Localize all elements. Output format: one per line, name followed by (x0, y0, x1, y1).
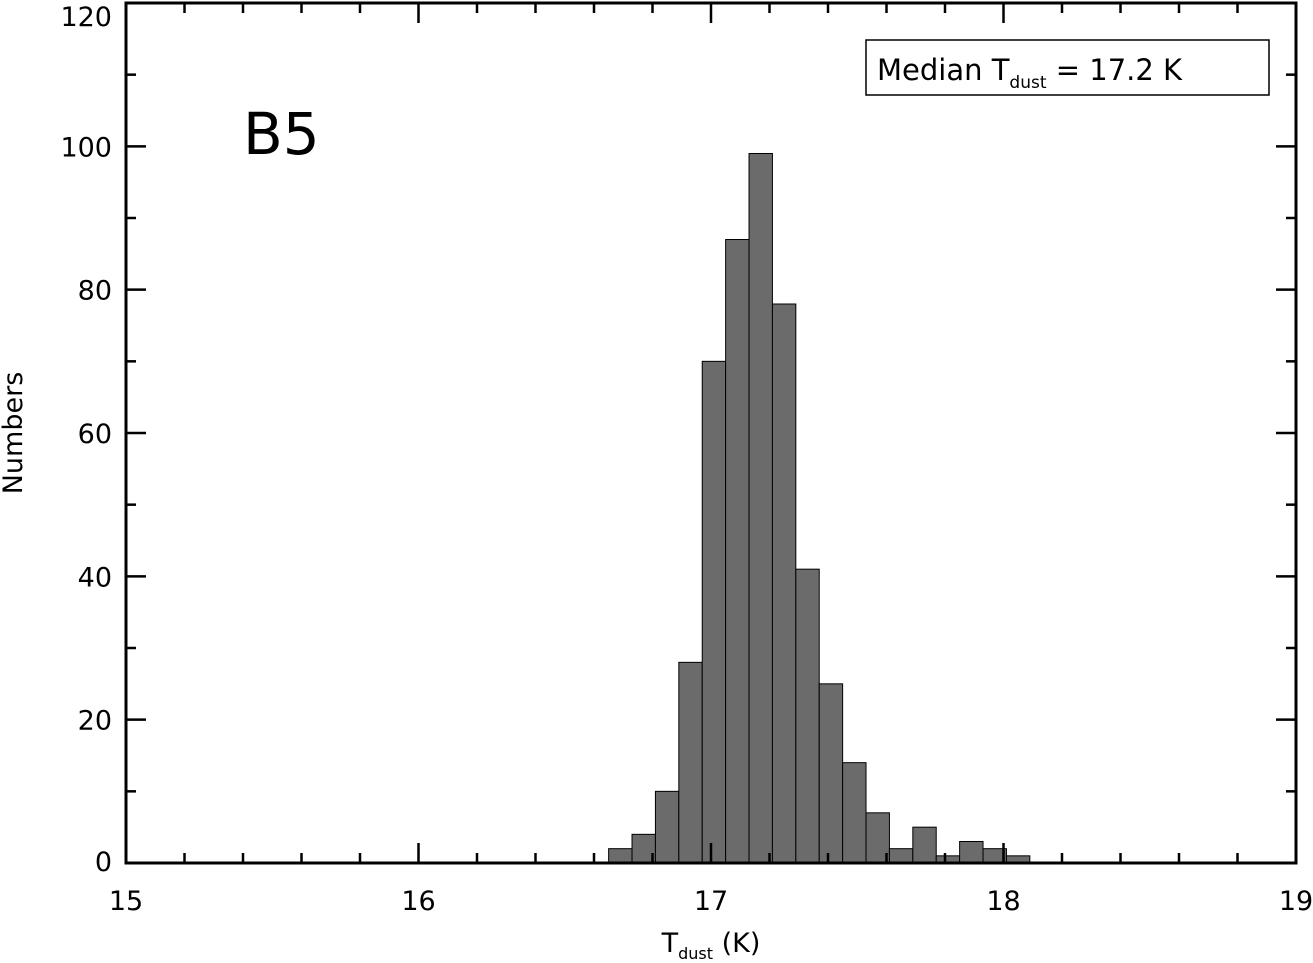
y-tick-label: 100 (60, 132, 112, 163)
x-axis-title-main: T (661, 928, 679, 959)
median-annotation-suffix: = 17.2 K (1047, 53, 1184, 87)
median-annotation-text: Median Tdust = 17.2 K (877, 53, 1183, 93)
y-tick-label: 120 (60, 2, 112, 33)
x-tick-label: 15 (109, 886, 143, 917)
x-axis-title-subscript: dust (678, 944, 713, 963)
histogram-bar (771, 303, 797, 864)
x-tick-label: 16 (401, 886, 435, 917)
x-tick-label: 19 (1279, 886, 1313, 917)
y-tick-label: 60 (78, 419, 112, 450)
histogram-bar (842, 762, 867, 864)
median-annotation-box (865, 39, 1270, 96)
x-tick-label: 17 (694, 886, 728, 917)
histogram-bar (678, 661, 703, 864)
histogram-bar (748, 153, 773, 864)
y-axis-title: Numbers (0, 372, 29, 495)
y-tick-labels: 0 20 40 60 80 100 120 (60, 2, 112, 878)
median-annotation: Median Tdust = 17.2 K (865, 39, 1270, 96)
histogram-bar (959, 841, 984, 864)
histogram-bar (912, 826, 937, 864)
histogram-bar (795, 568, 820, 864)
histogram-bar (818, 683, 844, 864)
median-annotation-subscript: dust (1009, 73, 1046, 93)
histogram-bar (888, 848, 914, 864)
histogram-bar (701, 360, 727, 864)
median-annotation-prefix: Median T (877, 53, 1010, 87)
panel-label: B5 (243, 100, 320, 168)
y-tick-label: 40 (78, 562, 112, 593)
y-tick-label: 20 (78, 706, 112, 737)
plot-frame (124, 1, 1298, 865)
x-axis-title-suffix: (K) (713, 928, 760, 959)
histogram-bar (654, 790, 680, 864)
y-tick-label: 0 (95, 847, 112, 878)
x-tick-label: 18 (986, 886, 1020, 917)
histogram-bar (725, 239, 750, 864)
y-tick-label: 80 (78, 276, 112, 307)
x-axis-title: Tdust (K) (661, 928, 761, 963)
x-tick-labels: 15 16 17 18 19 (109, 886, 1313, 917)
histogram-bars (608, 153, 1031, 864)
histogram-bar (608, 848, 633, 864)
